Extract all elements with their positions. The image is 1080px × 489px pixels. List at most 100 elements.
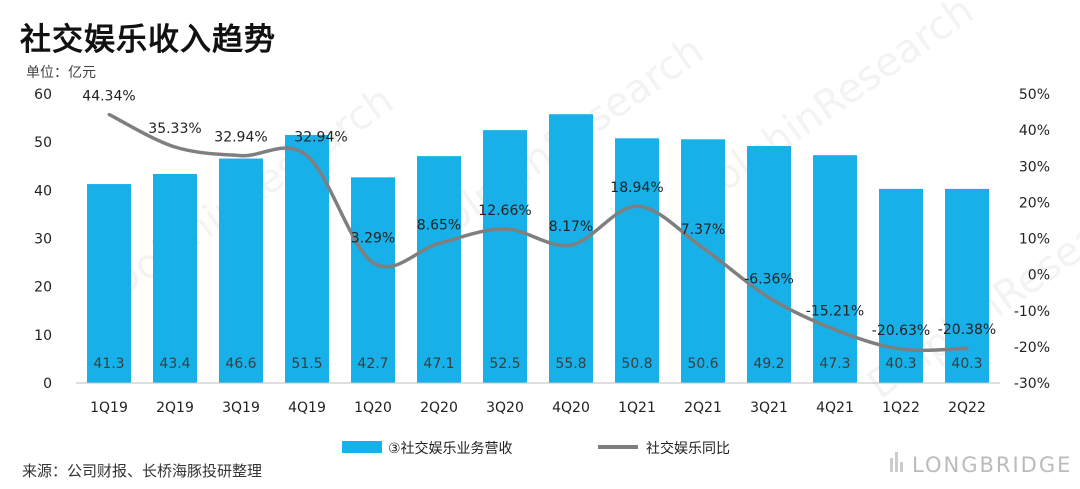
left-tick-50: 50 bbox=[34, 135, 52, 151]
bar-label-4Q21: 47.3 bbox=[819, 356, 850, 372]
legend-bar-label: ③社交娱乐业务营收 bbox=[388, 440, 513, 457]
x-tick-2Q22: 2Q22 bbox=[948, 400, 986, 416]
x-tick-3Q19: 3Q19 bbox=[222, 400, 260, 416]
yoy-point-2Q19 bbox=[173, 145, 177, 149]
right-tick--30%: -30% bbox=[1014, 376, 1050, 392]
right-tick-0%: 0% bbox=[1028, 268, 1050, 284]
yoy-point-1Q21 bbox=[635, 204, 639, 208]
legend-line-label: 社交娱乐同比 bbox=[646, 440, 730, 457]
x-tick-2Q19: 2Q19 bbox=[156, 400, 194, 416]
bar-1Q22 bbox=[879, 188, 923, 383]
bar-label-2Q21: 50.6 bbox=[687, 356, 718, 372]
bar-3Q19 bbox=[219, 158, 263, 383]
bar-1Q21 bbox=[615, 138, 659, 383]
brand-text: LONGBRIDGE bbox=[912, 453, 1072, 477]
right-y-axis: -30% -20% -10% 0% 10% 20% 30% 40% 50% bbox=[1014, 87, 1050, 392]
legend: ③社交娱乐业务营收 社交娱乐同比 bbox=[342, 440, 730, 457]
chart-title: 社交娱乐收入趋势 bbox=[20, 22, 276, 58]
bar-2Q20 bbox=[417, 156, 461, 383]
right-tick-30%: 30% bbox=[1019, 159, 1050, 175]
bar-label-4Q19: 51.5 bbox=[291, 356, 322, 372]
right-tick-40%: 40% bbox=[1019, 123, 1050, 139]
bar-label-1Q19: 41.3 bbox=[93, 356, 124, 372]
yoy-label-1Q22: -20.63% bbox=[872, 323, 930, 339]
bar-label-2Q20: 47.1 bbox=[423, 356, 454, 372]
x-tick-2Q20: 2Q20 bbox=[420, 400, 458, 416]
brand-mark-1 bbox=[890, 458, 893, 472]
bar-label-3Q20: 52.5 bbox=[489, 356, 520, 372]
yoy-label-3Q21: -6.36% bbox=[744, 272, 794, 288]
yoy-label-2Q21: 7.37% bbox=[681, 222, 725, 238]
bar-label-3Q19: 46.6 bbox=[225, 356, 256, 372]
bar-1Q20 bbox=[351, 177, 395, 383]
bar-3Q21 bbox=[747, 146, 791, 383]
yoy-line bbox=[108, 112, 968, 353]
bar-1Q19 bbox=[87, 184, 131, 383]
unit-label: 单位：亿元 bbox=[26, 65, 96, 81]
left-tick-60: 60 bbox=[34, 87, 52, 103]
left-tick-40: 40 bbox=[34, 183, 52, 199]
x-tick-4Q19: 4Q19 bbox=[288, 400, 326, 416]
yoy-label-4Q19: 32.94% bbox=[294, 130, 347, 146]
x-tick-4Q21: 4Q21 bbox=[816, 400, 854, 416]
yoy-label-2Q22: -20.38% bbox=[938, 322, 996, 338]
bar-2Q19 bbox=[153, 173, 197, 383]
yoy-label-3Q20: 12.66% bbox=[478, 203, 531, 219]
revenue-bar-labels: 41.3 43.4 46.6 51.5 42.7 47.1 52.5 55.8 50.8 50.6… bbox=[93, 356, 982, 372]
bar-label-1Q22: 40.3 bbox=[885, 356, 916, 372]
brand-mark-2 bbox=[895, 452, 898, 472]
yoy-point-1Q22 bbox=[899, 347, 903, 351]
yoy-label-2Q19: 35.33% bbox=[148, 121, 201, 137]
yoy-line-layer: 44.34% 35.33% 32.94% 32.94% 3.29% 8.65% 12.66%… bbox=[82, 88, 996, 353]
yoy-label-1Q19: 44.34% bbox=[82, 88, 135, 104]
right-tick-50%: 50% bbox=[1019, 87, 1050, 103]
yoy-label-3Q19: 32.94% bbox=[214, 130, 267, 146]
bar-label-3Q21: 49.2 bbox=[753, 356, 784, 372]
x-tick-1Q20: 1Q20 bbox=[354, 400, 392, 416]
bar-label-1Q20: 42.7 bbox=[357, 356, 388, 372]
x-tick-3Q21: 3Q21 bbox=[750, 400, 788, 416]
x-axis: 1Q19 2Q19 3Q19 4Q19 1Q20 2Q20 3Q20 4Q20 1Q21 2Q21… bbox=[76, 382, 1000, 416]
bar-3Q20 bbox=[483, 130, 527, 383]
yoy-point-2Q22 bbox=[965, 346, 969, 350]
bar-label-2Q19: 43.4 bbox=[159, 356, 190, 372]
brand-watermark: LONGBRIDGE bbox=[890, 452, 1072, 477]
yoy-point-2Q20 bbox=[437, 241, 441, 245]
yoy-label-1Q20: 3.29% bbox=[351, 231, 395, 247]
right-tick-10%: 10% bbox=[1019, 232, 1050, 248]
bar-label-1Q21: 50.8 bbox=[621, 356, 652, 372]
bar-4Q19 bbox=[285, 134, 329, 383]
bar-label-4Q20: 55.8 bbox=[555, 356, 586, 372]
yoy-point-1Q20 bbox=[371, 261, 375, 265]
left-tick-10: 10 bbox=[34, 328, 52, 344]
legend-bar-swatch bbox=[342, 441, 382, 453]
yoy-point-3Q19 bbox=[239, 154, 243, 158]
yoy-label-1Q21: 18.94% bbox=[610, 180, 663, 196]
x-tick-3Q20: 3Q20 bbox=[486, 400, 524, 416]
bar-4Q20 bbox=[549, 114, 593, 383]
bar-2Q21 bbox=[681, 139, 725, 383]
bar-label-2Q22: 40.3 bbox=[951, 356, 982, 372]
x-tick-2Q21: 2Q21 bbox=[684, 400, 722, 416]
right-tick--20%: -20% bbox=[1014, 340, 1050, 356]
yoy-label-4Q21: -15.21% bbox=[806, 304, 864, 320]
yoy-point-4Q21 bbox=[833, 328, 837, 332]
yoy-point-1Q19 bbox=[107, 112, 111, 116]
bar-2Q22 bbox=[945, 188, 989, 383]
yoy-point-4Q19 bbox=[305, 154, 309, 158]
yoy-point-3Q21 bbox=[767, 296, 771, 300]
right-tick-20%: 20% bbox=[1019, 195, 1050, 211]
left-tick-20: 20 bbox=[34, 280, 52, 296]
left-tick-0: 0 bbox=[43, 376, 52, 392]
revenue-bars bbox=[87, 114, 989, 383]
x-tick-1Q21: 1Q21 bbox=[618, 400, 656, 416]
yoy-label-4Q20: 8.17% bbox=[549, 219, 593, 235]
bar-4Q21 bbox=[813, 155, 857, 383]
yoy-point-4Q20 bbox=[569, 243, 573, 247]
yoy-point-3Q20 bbox=[503, 227, 507, 231]
x-tick-1Q22: 1Q22 bbox=[882, 400, 920, 416]
left-tick-30: 30 bbox=[34, 232, 52, 248]
yoy-point-2Q21 bbox=[701, 246, 705, 250]
brand-mark-3 bbox=[900, 462, 903, 472]
